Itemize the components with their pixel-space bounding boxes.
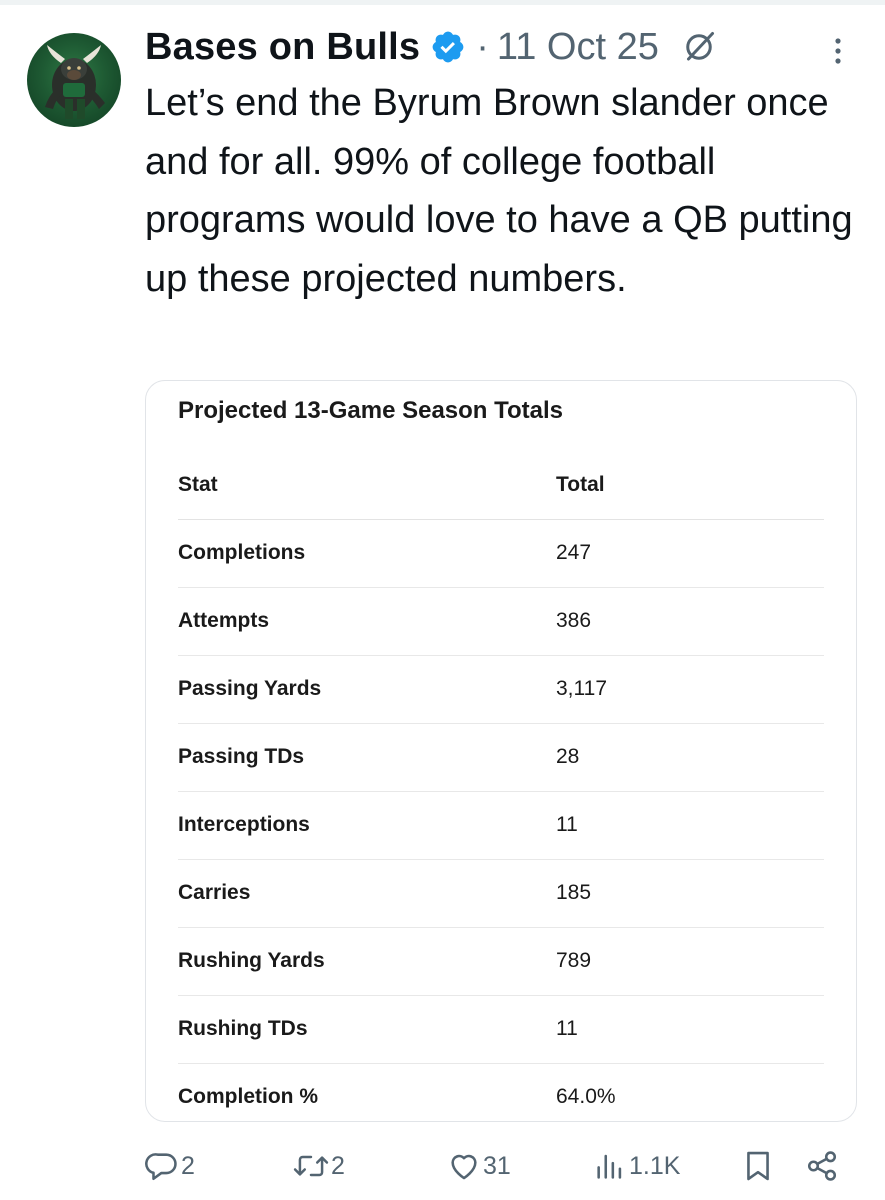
column-header-stat: Stat [178,451,556,520]
reply-icon [145,1153,177,1181]
table-row: Carries 185 [178,859,824,928]
header-separator: · [476,25,489,68]
stat-value: 28 [556,723,824,792]
repost-count: 2 [331,1151,345,1180]
stat-value: 64.0% [556,1085,616,1109]
stat-name: Completions [178,519,556,588]
bull-mascot-avatar [45,45,105,119]
table-header-row: Stat Total [178,451,824,520]
avatar[interactable] [27,33,121,127]
share-button[interactable] [805,1146,839,1186]
tweet-header: Bases on Bulls · 11 Oct 25 [145,22,717,72]
grok-icon[interactable] [681,29,717,65]
heart-icon [451,1154,477,1180]
stat-value: 185 [556,859,824,928]
tweet-text: Let’s end the Byrum Brown slander once a… [145,82,853,300]
stats-table: Stat Total Completions 247 Attempts 386 … [178,451,824,1121]
verified-badge-icon[interactable] [430,29,466,65]
stat-name: Interceptions [178,791,556,860]
table-row: Completions 247 [178,519,824,588]
table-row: Passing TDs 28 [178,723,824,792]
column-header-total: Total [556,451,824,520]
stat-name: Carries [178,859,556,928]
views-count: 1.1K [629,1151,681,1180]
tweet-actions: 2 2 31 1.1K [145,1146,845,1186]
stat-value: 789 [556,927,824,996]
stat-name: Attempts [178,587,556,656]
stat-value: 386 [556,587,824,656]
table-row: Rushing Yards 789 [178,927,824,996]
stat-value: 11 [556,791,824,860]
stat-value: 3,117 [556,655,824,724]
table-row: Attempts 386 [178,587,824,656]
bookmark-button[interactable] [743,1146,773,1186]
more-options-icon[interactable] [828,36,848,66]
like-button[interactable]: 31 [447,1146,511,1186]
stat-name: Passing TDs [178,723,556,792]
table-row: Passing Yards 3,117 [178,655,824,724]
table-row: Interceptions 11 [178,791,824,860]
repost-button[interactable]: 2 [293,1146,345,1186]
timestamp[interactable]: 11 Oct 25 [496,25,659,68]
reply-button[interactable]: 2 [145,1146,195,1186]
stats-card[interactable]: Projected 13-Game Season Totals Stat Tot… [145,380,857,1122]
views-chart-icon [597,1154,622,1179]
display-name[interactable]: Bases on Bulls [145,25,421,68]
stat-name: Passing Yards [178,655,556,724]
card-title: Projected 13-Game Season Totals [178,397,564,424]
top-divider [0,0,885,5]
share-icon [807,1151,837,1181]
table-row: Completion % 64.0% [178,1063,824,1121]
bookmark-icon [747,1151,769,1181]
table-row: Rushing TDs 11 [178,995,824,1064]
views-button[interactable]: 1.1K [593,1146,680,1186]
stat-name: Rushing TDs [178,995,556,1064]
stat-value: 247 [556,519,824,588]
stat-name: Completion % [178,1085,318,1109]
like-count: 31 [483,1151,511,1180]
stat-name: Rushing Yards [178,927,556,996]
stat-value: 11 [556,995,824,1064]
reply-count: 2 [181,1151,195,1180]
repost-icon [293,1155,329,1177]
